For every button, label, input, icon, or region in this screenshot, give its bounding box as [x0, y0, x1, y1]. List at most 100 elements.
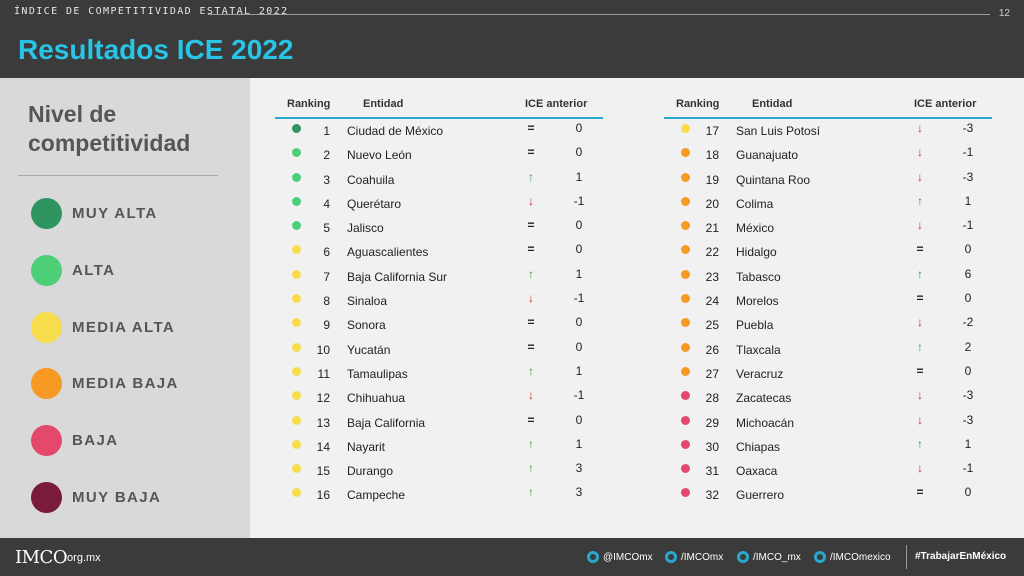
level-dot: [681, 148, 690, 158]
level-dot: [681, 464, 690, 474]
level-swatch: [31, 424, 62, 456]
arrow-up-icon: ↑: [917, 266, 923, 281]
table-row: 6 Aguascalientes = 0: [275, 239, 605, 263]
header-ranking: Ranking: [287, 98, 331, 110]
entidad-name: Zacatecas: [736, 391, 792, 406]
arrow-up-icon: ↑: [917, 339, 923, 354]
table-row: 15 Durango ↑ 3: [275, 458, 605, 482]
ice-change: 0: [575, 315, 583, 330]
table-row: 14 Nayarit ↑ 1: [275, 434, 605, 458]
ice-change: 0: [575, 242, 583, 257]
rank-value: 6: [323, 245, 330, 260]
entidad-name: Veracruz: [736, 366, 784, 381]
level-swatch: [31, 311, 62, 343]
ice-change: 0: [964, 485, 972, 500]
ice-change: 1: [575, 363, 583, 378]
ice-change: -1: [573, 193, 585, 208]
rank-value: 32: [705, 488, 719, 503]
arrow-up-icon: ↑: [528, 436, 534, 451]
rank-value: 12: [316, 391, 330, 406]
rank-value: 4: [323, 196, 330, 211]
social-link[interactable]: /IMCOmx: [665, 551, 723, 563]
rank-value: 18: [705, 148, 719, 163]
level-dot: [681, 124, 690, 133]
level-dot: [681, 391, 690, 401]
table-row: 5 Jalisco = 0: [275, 215, 605, 239]
rank-value: 13: [316, 415, 330, 430]
entidad-name: Tamaulipas: [347, 366, 408, 381]
level-dot: [292, 221, 301, 231]
table-row: 28 Zacatecas ↓ -3: [664, 385, 994, 409]
arrow-down-icon: ↓: [917, 218, 923, 233]
table-row: 24 Morelos = 0: [664, 288, 994, 312]
entidad-name: Quintana Roo: [736, 172, 811, 187]
social-link[interactable]: @IMCOmx: [587, 551, 653, 563]
table-row: 1 Ciudad de México = 0: [275, 118, 605, 142]
rank-value: 26: [705, 342, 719, 357]
kicker-divider: [208, 14, 990, 15]
entidad-name: Ciudad de México: [347, 124, 444, 138]
ice-change: 6: [964, 266, 972, 281]
legend-item: BAJA: [31, 423, 118, 457]
rank-value: 7: [323, 269, 330, 284]
header-entidad: Entidad: [752, 98, 793, 110]
rank-value: 28: [705, 391, 719, 406]
entidad-name: Puebla: [736, 318, 774, 333]
rank-value: 5: [323, 221, 330, 236]
twitter-icon: [587, 551, 599, 563]
table-row: 8 Sinaloa ↓ -1: [275, 288, 605, 312]
header-entidad: Entidad: [363, 98, 404, 110]
table-row: 25 Puebla ↓ -2: [664, 312, 994, 336]
header-ice-anterior: ICE anterior: [525, 98, 588, 110]
table-row: 16 Campeche ↑ 3: [275, 482, 605, 506]
legend-title: Nivel de competitividad: [28, 101, 191, 156]
level-dot: [292, 464, 301, 474]
arrow-up-icon: ↑: [528, 363, 534, 378]
entidad-name: Querétaro: [347, 196, 402, 211]
arrow-up-icon: ↑: [528, 485, 534, 500]
arrow-up-icon: ↑: [528, 461, 534, 476]
rank-value: 15: [316, 464, 330, 479]
entidad-name: México: [736, 221, 775, 236]
table-row: 27 Veracruz = 0: [664, 361, 994, 385]
entidad-name: Durango: [347, 464, 394, 479]
level-dot: [681, 342, 690, 352]
social-link[interactable]: /IMCOmexico: [814, 551, 891, 563]
ice-change: -3: [962, 388, 974, 403]
arrow-down-icon: ↓: [528, 193, 534, 208]
legend-item: MEDIA BAJA: [31, 366, 179, 400]
equal-icon: =: [527, 315, 535, 330]
arrow-down-icon: ↓: [917, 169, 923, 184]
header-ice-anterior: ICE anterior: [914, 98, 977, 110]
equal-icon: =: [916, 363, 924, 378]
ice-change: 0: [575, 218, 583, 233]
arrow-down-icon: ↓: [528, 388, 534, 403]
social-handle: /IMCOmx: [681, 551, 724, 563]
entidad-name: Chiapas: [736, 439, 781, 454]
imco-logo[interactable]: IMCO: [15, 547, 68, 568]
social-link[interactable]: /IMCO_mx: [737, 551, 801, 563]
legend-item: MEDIA ALTA: [31, 310, 175, 344]
rank-value: 27: [705, 366, 719, 381]
entidad-name: Baja California: [347, 415, 426, 430]
rank-value: 10: [316, 342, 330, 357]
legend-label: MEDIA BAJA: [72, 374, 179, 392]
entidad-name: Guerrero: [736, 488, 785, 503]
equal-icon: =: [916, 485, 924, 500]
legend-label: ALTA: [72, 261, 116, 279]
ice-change: 2: [964, 339, 972, 354]
level-dot: [681, 269, 690, 279]
table-header: Ranking Entidad ICE anterior: [664, 78, 994, 119]
footer-bar: IMCO .org.mx @IMCOmx/IMCOmx/IMCO_mx/IMCO…: [0, 538, 1024, 576]
legend-label: MUY ALTA: [72, 204, 158, 222]
table-row: 17 San Luis Potosí ↓ -3: [664, 118, 994, 142]
ranking-table-left: Ranking Entidad ICE anterior 1 Ciudad de …: [275, 78, 605, 507]
ice-change: 0: [964, 363, 972, 378]
level-dot: [681, 172, 690, 182]
table-row: 12 Chihuahua ↓ -1: [275, 385, 605, 409]
ice-change: 1: [964, 436, 972, 451]
legend-divider: [18, 175, 218, 176]
table-row: 22 Hidalgo = 0: [664, 239, 994, 263]
rank-value: 21: [705, 221, 719, 236]
entidad-name: Aguascalientes: [347, 245, 429, 260]
